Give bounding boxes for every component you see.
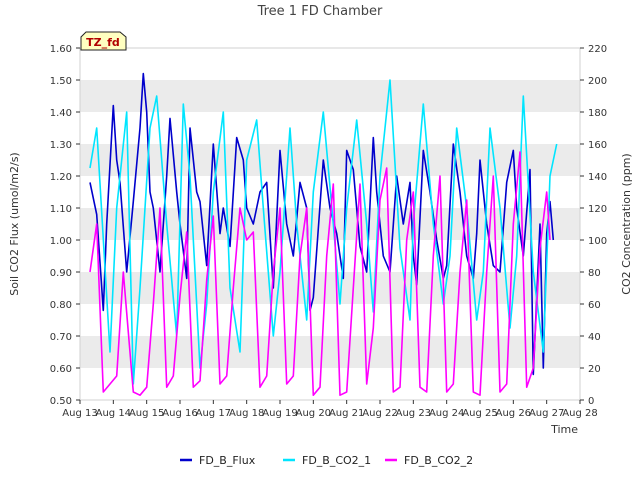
y2-tick-label: 120 [588,204,607,215]
x-tick-label: Aug 17 [196,408,231,419]
y2-tick-label: 220 [588,44,607,55]
x-tick-label: Aug 14 [96,408,131,419]
x-tick-label: Aug 25 [462,408,497,419]
x-tick-label: Aug 23 [396,408,431,419]
x-tick-label: Aug 22 [362,408,397,419]
y-tick-label: 0.80 [50,300,72,311]
grid-band [80,144,580,176]
y2-tick-label: 100 [588,236,607,247]
series-line-fd-b-co2-1 [89,79,558,385]
badge-shape [80,31,127,51]
x-axis-label: Time [550,423,578,436]
y2-tick-label: 60 [588,300,601,311]
y-tick-label: 1.60 [50,44,72,55]
y-tick-label: 1.30 [50,140,72,151]
right-axis-ticks: 0 20 40 60 80 100 120 140 160 180 200 220 [580,44,607,407]
chart-title: Tree 1 FD Chamber [257,4,383,19]
y-tick-label: 0.60 [50,364,72,375]
y2-tick-label: 20 [588,364,601,375]
y-axis-label: Soil CO2 Flux (umol/m2/s) [8,152,21,295]
series-line-fd-b-flux [89,72,555,376]
y2-tick-label: 180 [588,108,607,119]
y-tick-label: 0.70 [50,332,72,343]
y2-tick-label: 80 [588,268,601,279]
x-tick-label: Aug 13 [62,408,97,419]
x-tick-label: Aug 24 [429,408,464,419]
x-tick-label: Aug 27 [529,408,564,419]
y-tick-label: 1.50 [50,76,72,87]
grid-band [80,80,580,112]
x-tick-label: Aug 21 [329,408,364,419]
y2-axis-label: CO2 Concentration (ppm) [620,153,633,294]
y-tick-label: 1.20 [50,172,72,183]
x-tick-label: Aug 18 [229,408,264,419]
legend-label: FD_B_Flux [199,454,256,467]
y-tick-label: 0.50 [50,396,72,407]
legend: FD_B_Flux FD_B_CO2_1 FD_B_CO2_2 [180,454,473,467]
x-tick-label: Aug 15 [129,408,164,419]
plot-frame [79,47,581,401]
left-axis-ticks: 0.50 0.60 0.70 0.80 0.90 1.00 1.10 1.20 1.30 1.40… [50,44,80,407]
x-tick-label: Aug 28 [562,408,597,419]
legend-label: FD_B_CO2_1 [302,454,371,467]
x-tick-label: Aug 16 [162,408,197,419]
y-tick-label: 1.00 [50,236,72,247]
x-tick-label: Aug 19 [262,408,297,419]
badge: TZ_fd [80,31,127,51]
legend-label: FD_B_CO2_2 [404,454,473,467]
y2-tick-label: 200 [588,76,607,87]
y-tick-label: 1.40 [50,108,72,119]
badge-label: TZ_fd [86,36,120,49]
y-tick-label: 1.10 [50,204,72,215]
y-tick-label: 0.90 [50,268,72,279]
y2-tick-label: 160 [588,140,607,151]
series-line-fd-b-co2-2 [89,151,551,397]
y2-tick-label: 0 [588,396,594,407]
x-tick-label: Aug 20 [296,408,331,419]
series-layer [89,72,558,397]
x-tick-label: Aug 26 [496,408,531,419]
y2-tick-label: 140 [588,172,607,183]
y2-tick-label: 40 [588,332,601,343]
grid-band [80,336,580,368]
